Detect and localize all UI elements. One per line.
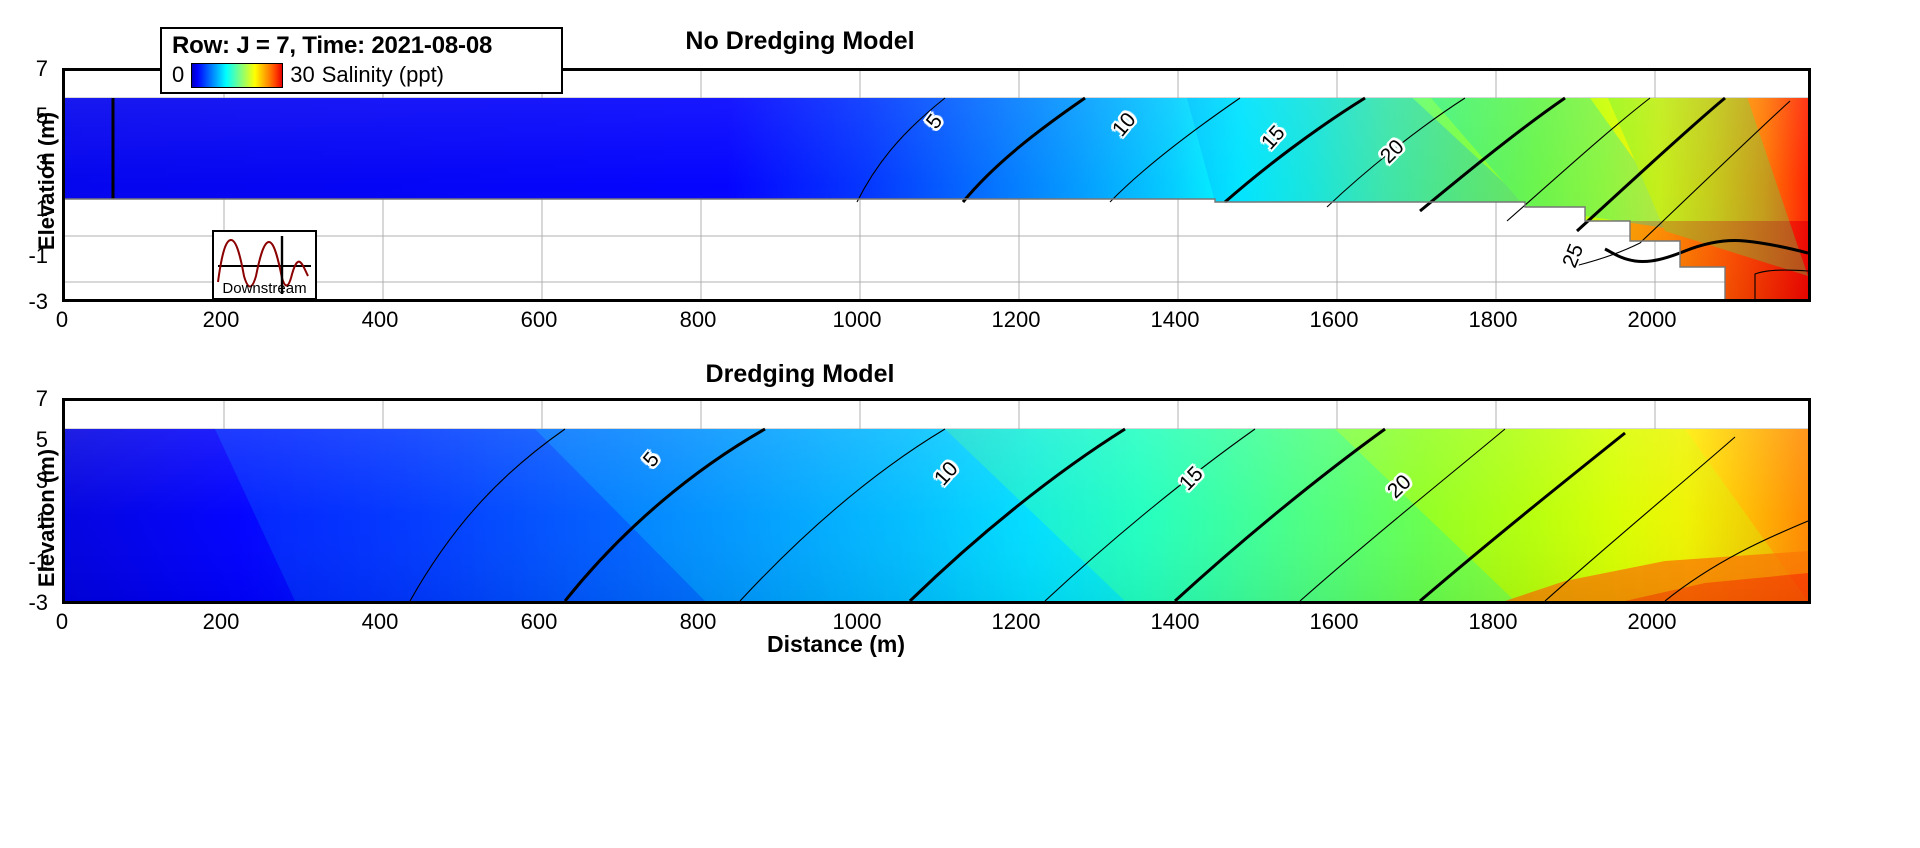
- ytick-bottom-5: 5: [35, 427, 48, 452]
- xtick-top-400: 400: [361, 307, 399, 332]
- xtick-bottom-600: 600: [520, 609, 558, 634]
- legend-title: Row: J = 7, Time: 2021-08-08: [172, 32, 493, 59]
- plot-area-no-dredging: [62, 68, 1811, 302]
- colorbar-gradient: [191, 62, 284, 88]
- ytick-bottom-1: 1: [35, 508, 48, 533]
- legend-colorbar-row: 0 30 Salinity (ppt): [162, 62, 561, 92]
- xtick-top-1600: 1600: [1309, 307, 1359, 332]
- tide-inset-top: Downstream: [212, 230, 317, 300]
- ytick-top-3: 3: [35, 150, 48, 175]
- xtick-top-1400: 1400: [1150, 307, 1200, 332]
- xtick-bottom-1800: 1800: [1468, 609, 1518, 634]
- tide-sine-curve: [217, 238, 309, 288]
- xtick-top-1200: 1200: [991, 307, 1041, 332]
- colorbar-max-label: 30: [290, 62, 315, 87]
- xtick-top-2000: 2000: [1627, 307, 1677, 332]
- ytick-bottom-n1: -1: [28, 549, 48, 574]
- ytick-bottom-7: 7: [35, 386, 48, 411]
- xtick-top-1000: 1000: [832, 307, 882, 332]
- plot-area-dredging: [62, 398, 1811, 604]
- contours-no-dredging: [856, 96, 1808, 299]
- ytick-bottom-n3: -3: [28, 590, 48, 615]
- xtick-top-200: 200: [202, 307, 240, 332]
- ytick-top-7: 7: [35, 56, 48, 81]
- ytick-top-n3: -3: [28, 289, 48, 314]
- xtick-bottom-200: 200: [202, 609, 240, 634]
- ytick-top-1: 1: [35, 196, 48, 221]
- xtick-top-800: 800: [679, 307, 717, 332]
- xtick-bottom-1600: 1600: [1309, 609, 1359, 634]
- xtick-bottom-1000: 1000: [832, 609, 882, 634]
- xtick-bottom-0: 0: [55, 609, 69, 634]
- xtick-bottom-1400: 1400: [1150, 609, 1200, 634]
- xtick-top-1800: 1800: [1468, 307, 1518, 332]
- ytick-top-n1: -1: [28, 243, 48, 268]
- salinity-field-no-dredging: [65, 71, 1808, 299]
- x-axis-label: Distance (m): [766, 631, 906, 657]
- ytick-bottom-3: 3: [35, 468, 48, 493]
- xtick-top-600: 600: [520, 307, 558, 332]
- xtick-bottom-2000: 2000: [1627, 609, 1677, 634]
- xtick-bottom-400: 400: [361, 609, 399, 634]
- legend-box: Row: J = 7, Time: 2021-08-08 0 30 Salini…: [160, 27, 563, 94]
- ytick-top-5: 5: [35, 103, 48, 128]
- tide-inset-caption: Downstream: [222, 280, 307, 297]
- panel-title-no-dredging: No Dredging Model: [685, 27, 915, 55]
- xtick-bottom-800: 800: [679, 609, 717, 634]
- salinity-field-dredging: [65, 401, 1808, 601]
- colorbar-unit-label: Salinity (ppt): [321, 62, 445, 87]
- panel-title-dredging: Dredging Model: [705, 360, 895, 388]
- contours-dredging: [409, 427, 1808, 601]
- colorbar-min-label: 0: [172, 62, 185, 87]
- bed-profile-top: [65, 198, 1726, 299]
- tide-curve: [217, 236, 311, 294]
- xtick-top-0: 0: [55, 307, 69, 332]
- xtick-bottom-1200: 1200: [991, 609, 1041, 634]
